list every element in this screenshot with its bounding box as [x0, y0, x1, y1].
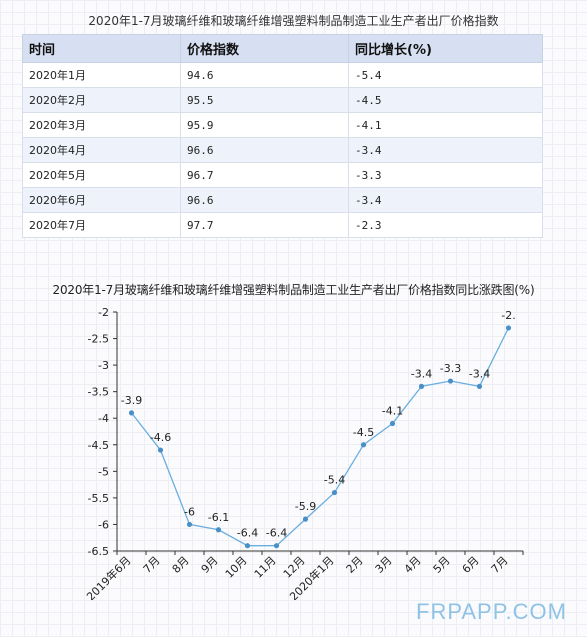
data-label: -4.5	[353, 426, 374, 439]
x-tick-label: 7月	[489, 554, 511, 576]
data-label: -3.4	[469, 367, 490, 380]
table-row: 2020年5月 96.7 -3.3	[22, 162, 543, 188]
price-index-table: 时间 价格指数 同比增长(%) 2020年1月 94.6 -5.4 2020年2…	[22, 34, 543, 238]
y-tick-label: -6	[98, 518, 109, 531]
table-row: 2020年3月 95.9 -4.1	[22, 112, 543, 138]
cell-yoy-growth: -3.4	[348, 137, 543, 163]
data-point	[418, 383, 425, 389]
cell-price-index: 96.7	[180, 162, 349, 188]
x-tick-label: 3月	[373, 554, 395, 576]
data-label: -6.4	[266, 527, 287, 540]
data-label: -5.4	[324, 474, 345, 487]
y-tick-label: -4.5	[88, 439, 109, 452]
x-tick-label: 9月	[199, 554, 221, 576]
data-label: -4.1	[382, 405, 403, 418]
x-tick-label: 8月	[170, 554, 192, 576]
x-tick-label: 2月	[344, 554, 366, 576]
cell-month: 2020年3月	[22, 112, 181, 138]
table-row: 2020年4月 96.6 -3.4	[22, 137, 543, 163]
table-row: 2020年6月 96.6 -3.4	[22, 187, 543, 213]
chart-title: 2020年1-7月玻璃纤维和玻璃纤维增强塑料制品制造工业生产者出厂价格指数同比涨…	[52, 283, 535, 297]
y-tick-label: -6.5	[88, 545, 109, 558]
x-tick-label: 4月	[402, 554, 424, 576]
cell-yoy-growth: -4.5	[348, 87, 543, 113]
data-point	[505, 325, 512, 331]
data-label: -3.9	[121, 394, 142, 407]
header-price-index: 价格指数	[180, 34, 349, 63]
data-point	[302, 516, 309, 522]
x-tick-label: 2019年6月	[83, 553, 133, 600]
data-point	[244, 543, 251, 549]
data-label: -6	[184, 505, 195, 518]
table-header-row: 时间 价格指数 同比增长(%)	[22, 34, 543, 63]
cell-month: 2020年6月	[22, 187, 181, 213]
data-label: -5.9	[295, 500, 316, 513]
x-tick-label: 10月	[223, 554, 250, 581]
y-tick-label: -5	[98, 465, 109, 478]
data-label: -3.4	[411, 367, 432, 380]
table-title: 2020年1-7月玻璃纤维和玻璃纤维增强塑料制品制造工业生产者出厂价格指数	[88, 14, 499, 28]
series-line	[130, 327, 510, 547]
data-point	[273, 543, 280, 549]
data-point	[128, 410, 135, 416]
cell-month: 2020年7月	[22, 212, 181, 238]
x-tick-label: 7月	[141, 554, 163, 576]
table-row: 2020年2月 95.5 -4.5	[22, 87, 543, 113]
x-tick-label: 5月	[431, 554, 453, 576]
data-point	[186, 521, 193, 528]
y-tick-label: -2.5	[88, 333, 109, 346]
data-label: -3.3	[440, 362, 461, 375]
cell-price-index: 95.5	[180, 87, 349, 113]
x-tick-label: 11月	[252, 554, 279, 581]
table-row: 2020年1月 94.6 -5.4	[22, 62, 543, 88]
cell-yoy-growth: -5.4	[348, 62, 543, 88]
watermark-logo: FRPAPP.COM	[416, 599, 567, 624]
table-row: 2020年7月 97.7 -2.3	[22, 212, 543, 238]
data-point	[389, 420, 396, 427]
y-tick-label: -4	[98, 412, 109, 425]
y-tick-label: -5.5	[88, 492, 109, 505]
data-label: -6.4	[237, 527, 258, 540]
cell-month: 2020年4月	[22, 137, 181, 163]
y-tick-label: -3	[98, 359, 109, 372]
cell-yoy-growth: -3.4	[348, 187, 543, 213]
cell-price-index: 94.6	[180, 62, 349, 88]
data-point	[447, 378, 454, 384]
data-point	[215, 527, 222, 533]
data-label: -4.6	[150, 431, 171, 444]
data-label: -2.	[501, 309, 515, 322]
cell-month: 2020年2月	[22, 87, 181, 113]
data-point	[476, 383, 483, 389]
header-time: 时间	[22, 34, 181, 63]
header-yoy-growth: 同比增长(%)	[348, 34, 543, 63]
y-tick-label: -3.5	[88, 386, 109, 399]
cell-month: 2020年1月	[22, 62, 181, 88]
data-point	[360, 442, 367, 448]
cell-yoy-growth: -4.1	[348, 112, 543, 138]
y-tick-label: -2	[98, 306, 109, 319]
cell-price-index: 95.9	[180, 112, 349, 138]
data-point	[331, 489, 338, 496]
cell-price-index: 97.7	[180, 212, 349, 238]
data-label: -6.1	[208, 511, 229, 524]
cell-price-index: 96.6	[180, 137, 349, 163]
cell-yoy-growth: -2.3	[348, 212, 543, 238]
cell-yoy-growth: -3.3	[348, 162, 543, 188]
x-tick-label: 6月	[460, 554, 482, 576]
data-point	[157, 447, 164, 453]
cell-month: 2020年5月	[22, 162, 181, 188]
cell-price-index: 96.6	[180, 187, 349, 213]
